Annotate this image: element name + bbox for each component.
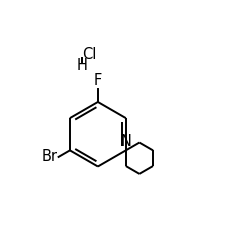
- Text: F: F: [94, 73, 102, 87]
- Text: H: H: [77, 58, 88, 73]
- Text: Cl: Cl: [82, 47, 97, 62]
- Text: N: N: [121, 134, 132, 149]
- Text: Br: Br: [41, 149, 57, 164]
